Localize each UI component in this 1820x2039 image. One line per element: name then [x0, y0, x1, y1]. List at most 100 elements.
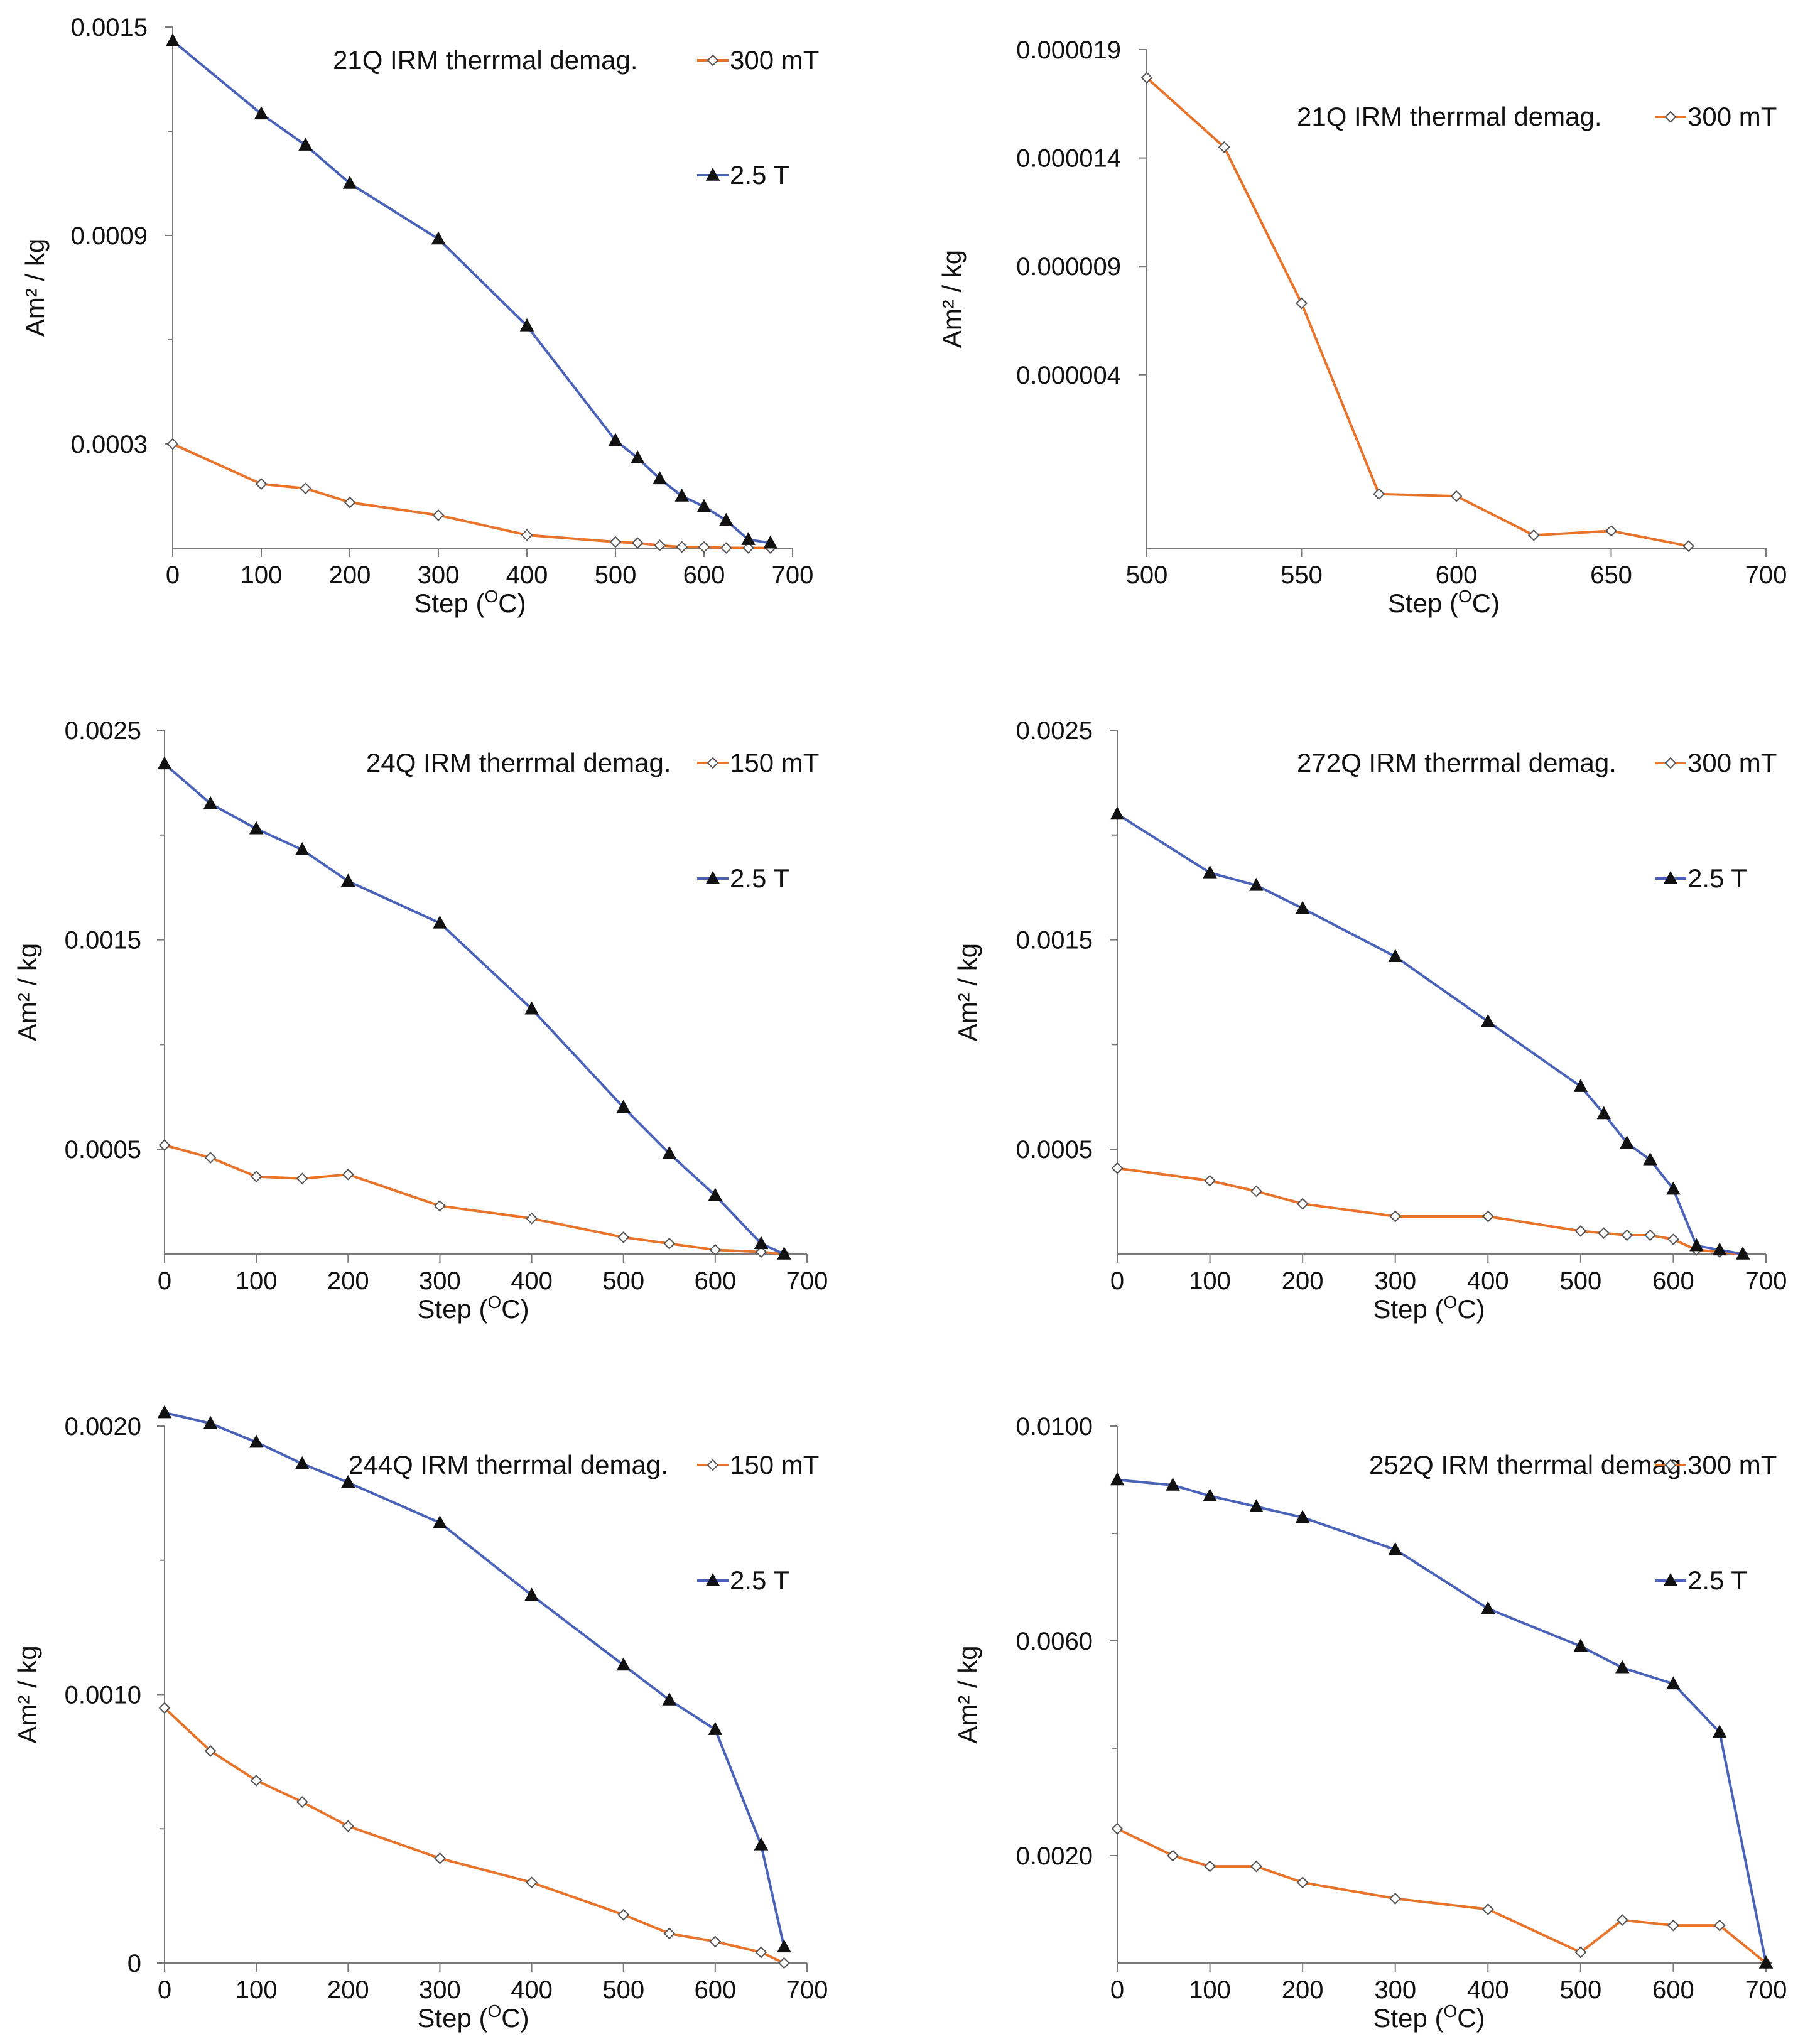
x-axis-title-sup: O: [1458, 587, 1472, 606]
x-axis-title: Step (OC): [1388, 587, 1500, 618]
x-tick-label: 700: [1745, 1267, 1787, 1295]
data-point: [1682, 540, 1695, 552]
x-axis-title-tail: C): [1457, 1294, 1485, 1324]
data-point: [434, 1199, 446, 1212]
data-point: [340, 873, 355, 887]
y-tick-label: 0.0005: [65, 1136, 141, 1164]
y-tick-label: 0.000014: [1016, 145, 1121, 173]
data-point: [1758, 1955, 1774, 1969]
data-point: [617, 1231, 630, 1243]
x-tick-label: 100: [1189, 1976, 1231, 2004]
x-tick-label: 600: [1652, 1267, 1694, 1295]
data-point: [1296, 1876, 1309, 1889]
chart-panel-2: 500 550 600 650 700 0.000004 0.000009 0.000014 0…: [937, 36, 1787, 618]
data-point: [1167, 1849, 1179, 1862]
legend-label: 2.5 T: [730, 1566, 789, 1595]
data-point: [250, 1774, 263, 1787]
x-tick-label: 300: [1374, 1267, 1416, 1295]
data-point: [654, 539, 666, 551]
y-tick-label: 0.000019: [1016, 36, 1121, 64]
data-point: [674, 488, 690, 502]
data-point: [1295, 1510, 1310, 1523]
x-axis-title: Step (OC): [417, 2001, 529, 2033]
data-point: [1598, 1227, 1610, 1240]
data-point: [1111, 1162, 1124, 1174]
x-axis-title-main: Step (: [1388, 588, 1458, 618]
y-axis-title: Am² / kg: [13, 943, 42, 1041]
data-point: [1621, 1229, 1633, 1241]
x-axis-title: Step (OC): [1373, 1292, 1485, 1324]
data-point: [344, 496, 356, 509]
x-tick-label: 0: [166, 561, 180, 589]
legend-label: 300 mT: [1687, 1450, 1777, 1479]
data-point: [1666, 1181, 1681, 1195]
data-point: [1573, 1079, 1588, 1092]
chart-panel-5: 0 100 200 300 400 500 600 700 0 0.0010 0.0020 Step …: [13, 1405, 828, 2033]
x-axis-title: Step (OC): [1373, 2001, 1485, 2033]
data-point: [1389, 1210, 1402, 1223]
legend-marker: [1664, 111, 1677, 123]
x-axis-title-sup: O: [487, 2001, 501, 2021]
data-point: [295, 842, 310, 855]
y-tick-label: 0: [127, 1950, 141, 1977]
x-tick-label: 500: [602, 1976, 644, 2004]
data-point: [709, 1935, 722, 1948]
data-point: [204, 1744, 217, 1757]
x-tick-label: 100: [236, 1267, 278, 1295]
x-tick-label: 200: [327, 1267, 369, 1295]
x-tick-label: 500: [602, 1267, 644, 1295]
y-axis-title: Am² / kg: [937, 250, 967, 348]
data-point: [1296, 1198, 1309, 1210]
data-point: [1667, 1233, 1679, 1246]
legend-label: 150 mT: [730, 1450, 819, 1479]
y-tick-label: 0.0015: [71, 14, 148, 41]
chart-panel-4: 0 100 200 300 400 500 600 700 0.0005 0.0015 0.0025…: [953, 717, 1787, 1324]
data-point: [1527, 529, 1540, 541]
x-tick-label: 0: [158, 1976, 171, 2004]
data-point: [165, 33, 180, 46]
series-line-blue: [163, 762, 785, 1255]
chart-title: 24Q IRM therrmal demag.: [366, 748, 671, 777]
data-point: [1388, 949, 1403, 963]
x-axis-title-main: Step (: [1373, 1294, 1443, 1324]
y-tick-label: 0.0025: [65, 717, 141, 745]
x-tick-label: 200: [327, 1976, 369, 2004]
data-point: [1140, 72, 1153, 84]
data-point: [709, 1243, 722, 1256]
x-tick-label: 100: [1189, 1267, 1231, 1295]
x-tick-label: 600: [1652, 1976, 1694, 2004]
data-point: [662, 1145, 677, 1159]
data-point: [526, 1212, 538, 1225]
data-point: [663, 1927, 676, 1940]
data-point: [340, 1474, 355, 1488]
y-tick-label: 0.0015: [1016, 927, 1093, 955]
data-point: [342, 1168, 354, 1181]
data-point: [777, 1939, 791, 1953]
legend-marker: [1663, 870, 1678, 884]
y-tick-label: 0.0005: [1016, 1136, 1093, 1164]
chart-title: 21Q IRM therrmal demag.: [333, 45, 638, 75]
y-tick-label: 0.0020: [65, 1413, 141, 1441]
legend-marker: [707, 757, 719, 769]
x-tick-label: 300: [1374, 1976, 1416, 2004]
data-point: [1667, 1919, 1679, 1932]
data-point: [300, 482, 311, 495]
data-point: [296, 1796, 308, 1808]
x-tick-label: 300: [419, 1267, 461, 1295]
series-line-orange: [163, 1707, 785, 1964]
chart-title: 252Q IRM therrmal demag.: [1369, 1450, 1689, 1479]
data-point: [255, 478, 268, 490]
x-tick-label: 400: [1467, 1976, 1509, 2004]
x-tick-label: 700: [786, 1267, 828, 1295]
data-point: [608, 433, 623, 446]
series-line-orange: [1146, 77, 1689, 548]
data-point: [1249, 1499, 1264, 1512]
x-axis-title: Step (OC): [417, 1292, 529, 1324]
x-tick-label: 500: [1559, 1976, 1601, 2004]
data-point: [755, 1246, 767, 1258]
x-tick-label: 550: [1281, 561, 1323, 589]
x-axis-title-tail: C): [1472, 588, 1500, 618]
x-tick-label: 500: [1126, 561, 1168, 589]
data-point: [663, 1237, 676, 1250]
chart-panel-3: 0 100 200 300 400 500 600 700 0.0005 0.0015 0.0025…: [13, 717, 828, 1324]
